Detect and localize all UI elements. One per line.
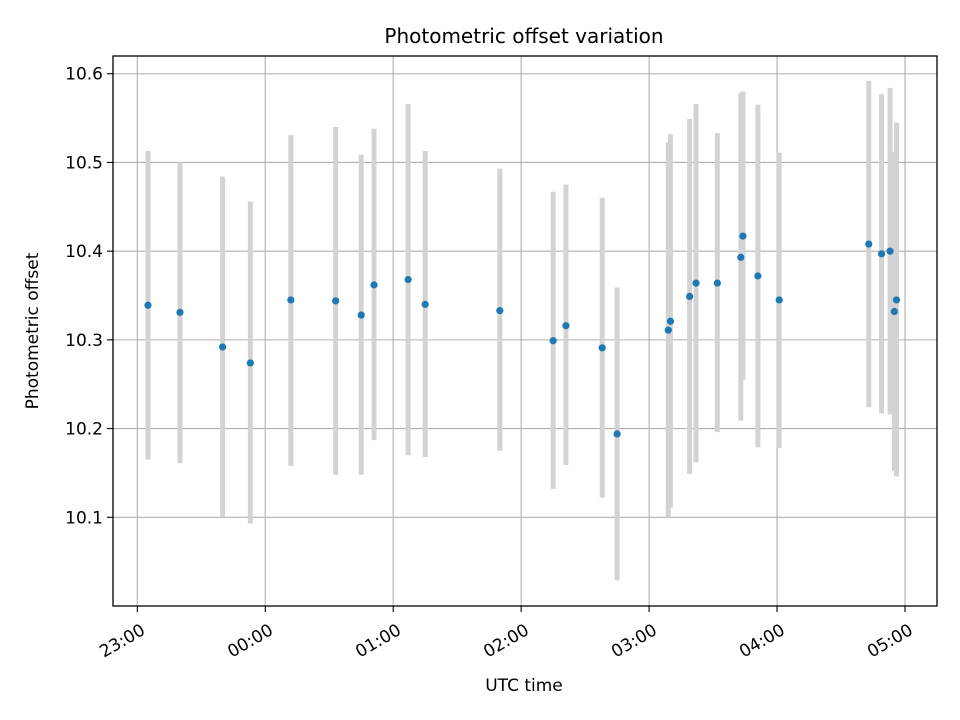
data-point [246,359,254,367]
data-point [877,250,886,258]
y-axis: 10.1 10.2 10.3 10.4 10.5 10.6 [65,65,113,528]
y-tick-label: 10.3 [65,331,103,351]
data-point [713,279,721,287]
data-point [613,430,621,438]
data-point [176,308,184,316]
data-point [496,306,504,315]
data-point [865,240,873,248]
data-point [890,307,898,316]
data-point [739,232,747,240]
chart-title: Photometric offset variation [384,24,663,48]
data-point [287,296,295,304]
data-point [775,296,783,304]
y-tick-label: 10.1 [65,508,103,528]
y-tick-label: 10.4 [65,242,103,262]
data-point [686,292,694,301]
plot-frame [112,55,938,607]
data-point [219,343,227,351]
data-point [692,279,700,287]
data-point [598,344,606,352]
x-axis-label: UTC time [485,676,563,696]
data-point [666,317,675,325]
y-tick-label: 10.5 [65,153,103,173]
y-tick-label: 10.6 [65,65,103,85]
data-point [332,297,340,305]
data-point [562,322,570,330]
data-point [370,281,378,289]
data-point [664,326,672,334]
data-point [421,300,429,308]
data-point [404,275,412,284]
data-point [737,253,745,261]
y-tick-label: 10.2 [65,420,103,440]
data-point [886,247,894,255]
data-point [549,337,557,345]
data-point [357,311,365,319]
y-axis-label: Photometric offset [23,252,43,409]
data-point [144,301,152,309]
data-points [144,232,901,438]
data-point [754,272,762,280]
data-point [892,296,901,304]
